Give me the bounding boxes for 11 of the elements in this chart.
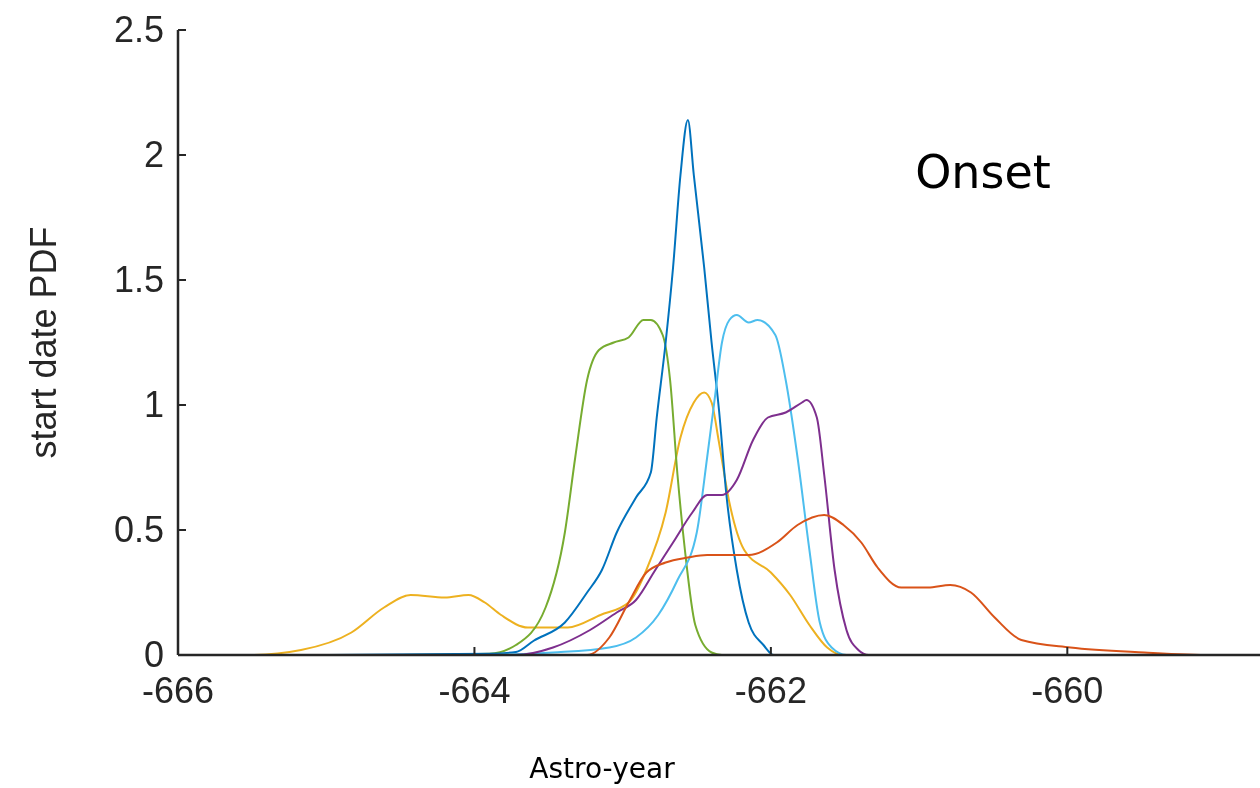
x-tick-label: -662 <box>734 670 807 711</box>
x-axis-title: Astro-year <box>529 752 676 785</box>
x-tick-label: -664 <box>438 670 511 711</box>
x-tick-label: -660 <box>1031 670 1104 711</box>
y-tick-label: 0.5 <box>113 509 164 550</box>
y-tick-label: 1 <box>143 384 164 425</box>
y-tick-label: 2.5 <box>113 9 164 50</box>
y-tick-label: 1.5 <box>113 259 164 300</box>
y-axis-title: start date PDF <box>23 226 64 459</box>
annotation: Onset <box>915 145 1051 199</box>
y-tick-label: 2 <box>143 134 164 175</box>
